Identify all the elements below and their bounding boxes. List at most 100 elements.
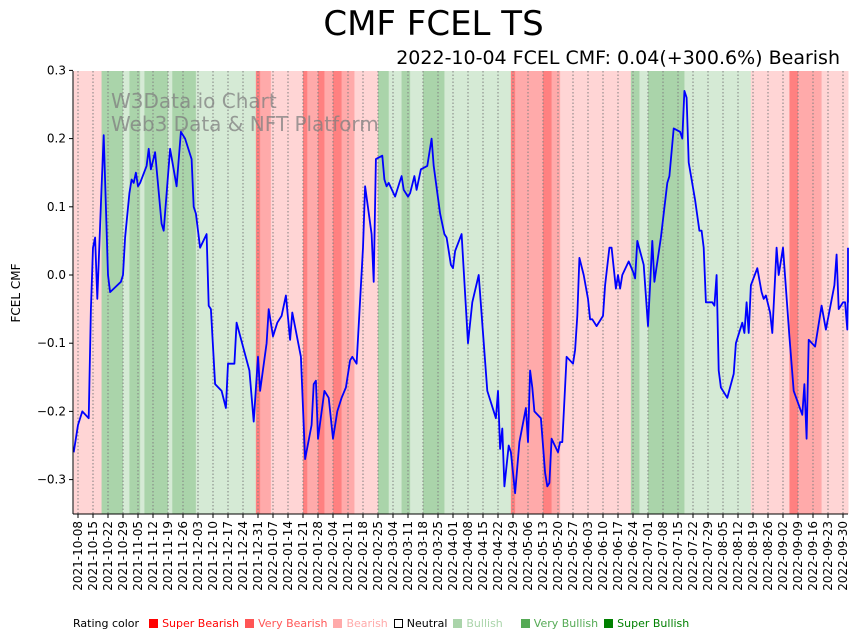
x-tick-label: 2021-12-24 bbox=[236, 521, 250, 591]
y-tick-label: 0.3 bbox=[47, 63, 66, 77]
y-tick-label: 0.1 bbox=[47, 200, 66, 214]
axes bbox=[72, 71, 848, 515]
band-bullish bbox=[123, 71, 130, 514]
x-tick-label: 2021-12-10 bbox=[206, 521, 220, 591]
x-tick-label: 2022-08-05 bbox=[716, 521, 730, 591]
band-bullish bbox=[410, 71, 424, 514]
y-tick-label: 0.2 bbox=[47, 132, 66, 146]
x-tick-label: 2022-04-15 bbox=[476, 521, 490, 591]
x-tick-label: 2022-08-26 bbox=[761, 521, 775, 591]
band-very-bullish bbox=[401, 71, 411, 514]
x-tick-label: 2021-12-03 bbox=[191, 521, 205, 591]
x-tick-label: 2022-06-24 bbox=[626, 521, 640, 591]
band-super-bearish bbox=[789, 71, 799, 514]
x-tick-label: 2022-06-10 bbox=[596, 521, 610, 591]
legend-label: Super Bearish bbox=[162, 617, 240, 630]
x-tick-label: 2021-11-12 bbox=[146, 521, 160, 591]
x-tick-label: 2022-07-29 bbox=[701, 521, 715, 591]
band-very-bullish bbox=[378, 71, 390, 514]
rating-bands bbox=[73, 71, 849, 514]
x-tick-label: 2022-01-28 bbox=[311, 521, 325, 591]
band-very-bearish bbox=[260, 71, 272, 514]
band-bearish bbox=[750, 71, 782, 514]
band-very-bullish bbox=[172, 71, 197, 514]
y-tick-label: −0.1 bbox=[37, 336, 66, 350]
x-tick-label: 2022-07-22 bbox=[686, 521, 700, 591]
x-tick-label: 2021-12-17 bbox=[221, 521, 235, 591]
x-tick-label: 2022-04-29 bbox=[506, 521, 520, 591]
x-tick-label: 2021-10-22 bbox=[101, 521, 115, 591]
x-tick-label: 2022-04-08 bbox=[461, 521, 475, 591]
x-gridlines bbox=[77, 71, 844, 514]
legend-label: Super Bullish bbox=[617, 617, 690, 630]
cmf-series bbox=[72, 90, 849, 495]
legend-label: Neutral bbox=[406, 617, 448, 630]
band-super-bearish bbox=[303, 71, 308, 514]
band-very-bearish bbox=[798, 71, 823, 514]
y-tick-label: −0.3 bbox=[37, 473, 66, 487]
x-tick-label: 2022-07-08 bbox=[656, 521, 670, 591]
legend-title: Rating color bbox=[73, 617, 140, 630]
x-tick-label: 2022-03-25 bbox=[431, 521, 445, 591]
y-tick-label: 0.0 bbox=[47, 268, 66, 282]
legend-item-bullish: Bullish bbox=[453, 617, 503, 630]
x-tick-label: 2021-11-05 bbox=[131, 521, 145, 591]
x-tick-label: 2022-02-18 bbox=[356, 521, 370, 591]
legend-item-super-bearish: Super Bearish bbox=[149, 617, 239, 630]
legend: Rating color Super Bearish Very Bearish Be… bbox=[73, 617, 695, 630]
x-tick-label: 2021-10-08 bbox=[71, 521, 85, 591]
watermark-line-1: W3Data.io Chart bbox=[111, 89, 277, 113]
x-tick-label: 2022-04-01 bbox=[446, 521, 460, 591]
x-tick-label: 2022-03-18 bbox=[416, 521, 430, 591]
legend-swatch bbox=[393, 619, 403, 628]
legend-swatch bbox=[520, 619, 530, 628]
x-tick-label: 2022-09-23 bbox=[821, 521, 835, 591]
band-very-bullish bbox=[144, 71, 158, 514]
x-tick-label: 2022-07-01 bbox=[641, 521, 655, 591]
x-tick-label: 2022-05-20 bbox=[551, 521, 565, 591]
x-tick-label: 2022-01-14 bbox=[281, 521, 295, 591]
band-bullish bbox=[639, 71, 649, 514]
band-bullish bbox=[168, 71, 173, 514]
band-bearish bbox=[560, 71, 632, 514]
band-super-bearish bbox=[543, 71, 553, 514]
band-very-bearish bbox=[551, 71, 561, 514]
x-tick-label: 2022-07-15 bbox=[671, 521, 685, 591]
x-tick-label: 2022-05-27 bbox=[566, 521, 580, 591]
x-tick-label: 2021-11-19 bbox=[161, 521, 175, 591]
x-tick-label: 2021-10-29 bbox=[116, 521, 130, 591]
x-tick-label: 2022-06-17 bbox=[611, 521, 625, 591]
x-tick-label: 2022-06-03 bbox=[581, 521, 595, 591]
legend-swatch bbox=[333, 619, 343, 628]
band-very-bullish bbox=[648, 71, 685, 514]
band-bearish bbox=[354, 71, 379, 514]
x-tick-label: 2022-04-22 bbox=[491, 521, 505, 591]
x-tick-label: 2022-08-12 bbox=[731, 521, 745, 591]
x-tick-label: 2022-05-06 bbox=[521, 521, 535, 591]
band-very-bullish bbox=[101, 71, 124, 514]
x-tick-label: 2022-09-16 bbox=[806, 521, 820, 591]
band-bullish bbox=[684, 71, 705, 514]
band-bullish bbox=[140, 71, 145, 514]
band-very-bullish bbox=[157, 71, 169, 514]
legend-swatch bbox=[149, 619, 159, 628]
band-super-bearish bbox=[318, 71, 325, 514]
band-very-bullish bbox=[630, 71, 640, 514]
x-tick-label: 2022-03-04 bbox=[386, 521, 400, 591]
legend-item-super-bullish: Super Bullish bbox=[604, 617, 689, 630]
x-tick-label: 2022-02-11 bbox=[341, 521, 355, 591]
x-tick-label: 2022-09-02 bbox=[776, 521, 790, 591]
legend-swatch bbox=[604, 619, 614, 628]
watermark: W3Data.io Chart Web3 Data & NFT Platform bbox=[111, 89, 379, 136]
x-tick-label: 2022-02-25 bbox=[371, 521, 385, 591]
legend-item-neutral: Neutral bbox=[393, 617, 448, 630]
watermark-line-2: Web3 Data & NFT Platform bbox=[111, 112, 379, 136]
x-tick-label: 2022-03-11 bbox=[401, 521, 415, 591]
x-tick-label: 2022-01-07 bbox=[266, 521, 280, 591]
band-very-bullish bbox=[423, 71, 445, 514]
chart-title: CMF FCEL TS bbox=[323, 4, 544, 44]
x-tick-label: 2022-05-13 bbox=[536, 521, 550, 591]
band-very-bearish bbox=[307, 71, 319, 514]
chart-subtitle: 2022-10-04 FCEL CMF: 0.04(+300.6%) Beari… bbox=[396, 47, 840, 69]
